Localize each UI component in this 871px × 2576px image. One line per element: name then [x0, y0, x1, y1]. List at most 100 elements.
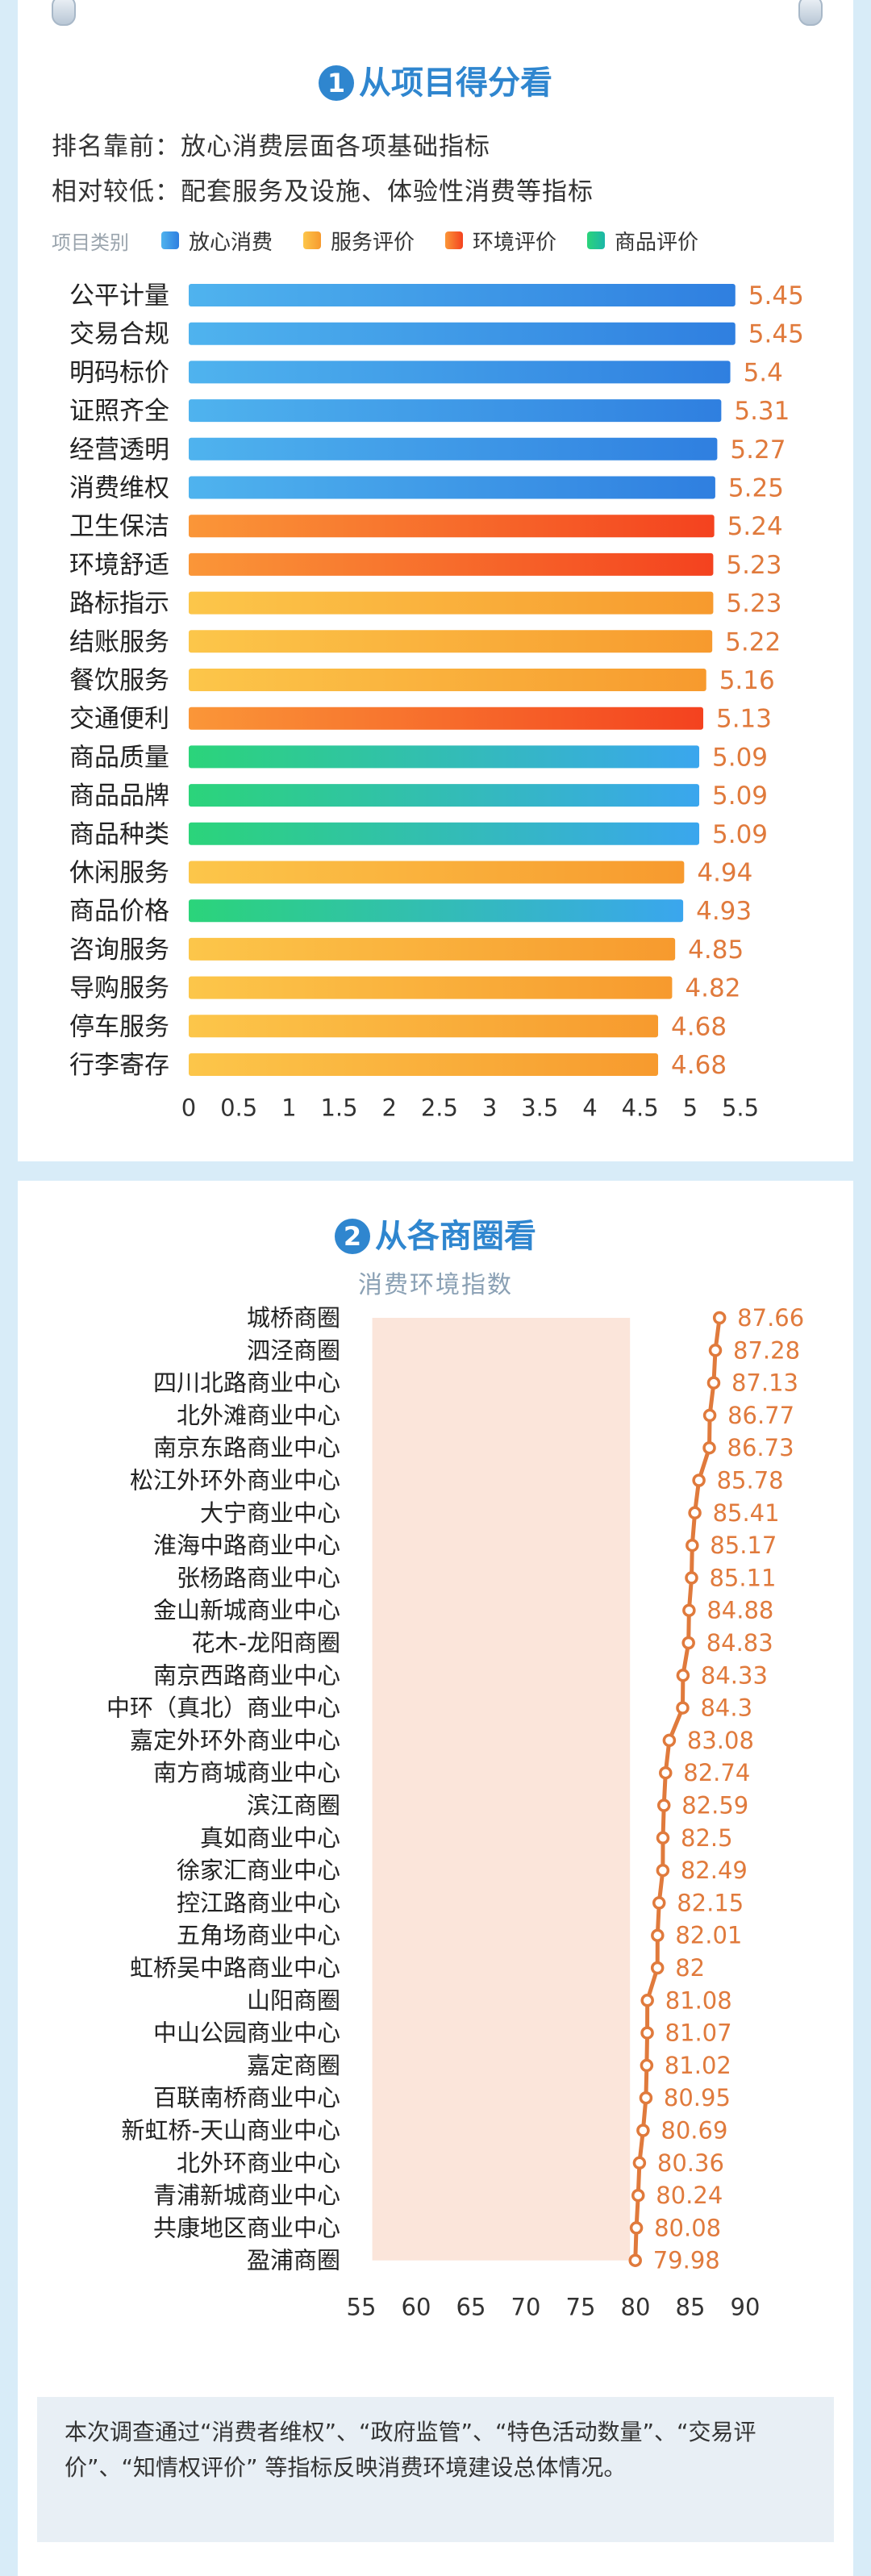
data-point — [632, 2156, 647, 2170]
note-box: 本次调查通过“消费者维权”、“政府监管”、“特色活动数量”、“交易评价”、“知情… — [37, 2397, 834, 2542]
category-label: 咨询服务 — [69, 936, 169, 965]
value-label: 5.23 — [726, 551, 781, 580]
tick-label: 2 — [382, 1094, 397, 1122]
category-label: 路标指示 — [69, 590, 169, 619]
value-label: 84.83 — [706, 1629, 773, 1657]
bar — [189, 937, 676, 961]
category-label: 行李寄存 — [69, 1051, 169, 1080]
value-label: 83.08 — [687, 1727, 754, 1754]
data-point — [650, 1961, 665, 1975]
data-point — [640, 1994, 654, 2007]
value-label: 84.33 — [701, 1661, 768, 1689]
legend-label: 商品评价 — [615, 230, 699, 255]
legend-item: 商品评价 — [587, 226, 698, 256]
value-label: 5.25 — [728, 474, 784, 503]
tick-label: 5.5 — [722, 1094, 759, 1122]
category-label: 交易合规 — [69, 320, 169, 349]
tick-label: 3.5 — [521, 1094, 558, 1122]
tick-label: 0.5 — [220, 1094, 257, 1122]
tick-label: 70 — [511, 2294, 541, 2321]
summary-top: 排名靠前：放心消费层面各项基础指标 — [52, 132, 490, 161]
value-label: 5.09 — [712, 782, 768, 811]
legend-item: 服务评价 — [303, 226, 415, 256]
value-label: 4.68 — [671, 1051, 727, 1080]
data-point — [659, 1765, 673, 1780]
bar — [189, 745, 700, 769]
section-number: 2 — [335, 1219, 370, 1254]
data-point — [662, 1733, 677, 1748]
bar — [189, 899, 684, 923]
category-label: 餐饮服务 — [69, 666, 169, 695]
value-label: 4.85 — [688, 936, 744, 965]
value-label: 86.77 — [727, 1402, 794, 1429]
value-label: 5.24 — [727, 512, 783, 541]
category-label: 山阳商圈 — [247, 1986, 340, 2014]
value-label: 4.68 — [671, 1012, 727, 1041]
value-label: 5.45 — [748, 320, 804, 349]
data-point — [651, 1928, 665, 1942]
category-label: 五角场商业中心 — [177, 1922, 340, 1949]
bar — [189, 515, 715, 538]
value-label: 4.94 — [697, 859, 752, 888]
bar — [189, 476, 715, 499]
category-label: 中山公园商业中心 — [153, 2020, 340, 2047]
category-label: 经营透明 — [69, 436, 169, 465]
tick-label: 3 — [482, 1094, 497, 1122]
legend-title: 项目类别 — [52, 231, 129, 254]
value-label: 79.98 — [653, 2247, 720, 2274]
value-label: 85.78 — [717, 1467, 784, 1494]
category-label: 淮海中路商业中心 — [153, 1532, 340, 1559]
tick-label: 2.5 — [421, 1094, 458, 1122]
category-label: 商品种类 — [69, 820, 169, 849]
value-label: 80.69 — [661, 2117, 727, 2145]
section-number: 1 — [319, 65, 354, 101]
category-label: 滨江商圈 — [247, 1792, 340, 1819]
category-label: 消费维权 — [69, 474, 169, 503]
value-label: 80.95 — [664, 2084, 731, 2111]
bar — [189, 437, 718, 461]
category-label: 花木-龙阳商圈 — [192, 1629, 340, 1657]
legend-swatch — [303, 231, 322, 249]
value-label: 87.66 — [737, 1304, 804, 1332]
bar — [189, 322, 736, 345]
value-label: 4.82 — [685, 974, 740, 1003]
category-label: 停车服务 — [69, 1012, 169, 1041]
tick-label: 1 — [281, 1094, 296, 1122]
category-label: 商品品牌 — [69, 782, 169, 811]
value-label: 5.31 — [734, 397, 790, 426]
pin-icon — [798, 0, 823, 26]
category-label: 泗泾商圈 — [247, 1336, 340, 1364]
category-label: 中环（真北）商业中心 — [106, 1694, 340, 1722]
data-point — [636, 2124, 650, 2137]
data-point — [682, 1603, 696, 1617]
category-label: 城桥商圈 — [247, 1304, 340, 1332]
value-label: 85.17 — [710, 1532, 777, 1559]
data-point — [681, 1636, 695, 1650]
value-label: 82.49 — [681, 1857, 748, 1884]
data-point — [656, 1831, 670, 1845]
category-label: 南方商城商业中心 — [153, 1759, 340, 1786]
tick-label: 0 — [181, 1094, 196, 1122]
data-point — [676, 1701, 690, 1715]
value-label: 80.36 — [657, 2149, 724, 2177]
summary-low: 相对较低：配套服务及设施、体验性消费等指标 — [52, 177, 594, 206]
category-label: 盈浦商圈 — [247, 2247, 340, 2274]
tick-label: 90 — [731, 2294, 761, 2321]
chart-subtitle: 消费环境指数 — [358, 1271, 513, 1299]
category-label: 张杨路商业中心 — [177, 1564, 340, 1591]
tick-label: 4.5 — [622, 1094, 659, 1122]
tick-label: 80 — [621, 2294, 651, 2321]
bar — [189, 361, 731, 384]
category-label: 导购服务 — [69, 974, 169, 1003]
bar — [189, 1015, 659, 1038]
legend-label: 环境评价 — [473, 230, 557, 255]
value-label: 80.24 — [656, 2182, 723, 2209]
tick-label: 65 — [456, 2294, 486, 2321]
category-label: 嘉定外环外商业中心 — [130, 1727, 340, 1754]
value-label: 5.16 — [719, 666, 775, 695]
section-card-scores: 1 从项目得分看 排名靠前：放心消费层面各项基础指标 相对较低：配套服务及设施、体… — [18, 0, 853, 1161]
legend-label: 服务评价 — [331, 230, 415, 255]
value-label: 85.11 — [709, 1564, 776, 1591]
value-label: 82.15 — [677, 1889, 744, 1916]
data-point — [656, 1799, 671, 1812]
